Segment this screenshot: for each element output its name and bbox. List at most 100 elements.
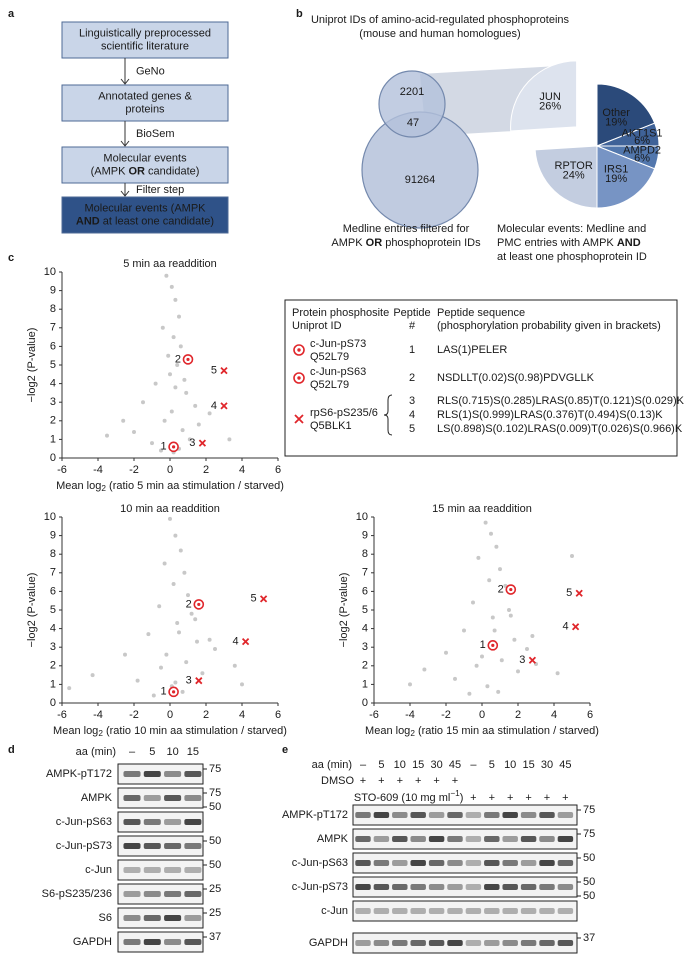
y-tick-label: 9 <box>50 530 56 542</box>
data-point <box>471 600 475 605</box>
band <box>184 843 202 849</box>
point-label: 1 <box>160 441 166 453</box>
treatment-label-part: STO-609 (10 mg ml <box>354 792 450 804</box>
y-tick-label: 4 <box>362 623 368 635</box>
x-tick-label: 6 <box>275 464 281 476</box>
y-tick-label: 7 <box>362 567 368 579</box>
band <box>143 819 161 825</box>
lane-label: 15 <box>187 746 199 758</box>
x-axis-label-part: 2 <box>410 729 415 738</box>
band <box>410 812 426 818</box>
band <box>123 843 141 849</box>
treatment-mark: + <box>433 775 439 787</box>
band <box>428 812 445 818</box>
band <box>465 908 482 914</box>
data-point <box>487 578 492 583</box>
point-label: 4 <box>562 621 568 633</box>
data-point <box>408 682 412 687</box>
data-point <box>189 611 194 616</box>
data-point <box>169 284 174 289</box>
data-point <box>200 671 205 676</box>
y-tick-label: 3 <box>362 641 368 653</box>
data-point <box>177 314 181 319</box>
data-point <box>160 325 165 330</box>
y-axis-label: −log2 (P-value) <box>26 573 38 648</box>
venn-caption: Medline entries filtered for <box>343 223 470 235</box>
treatment-label-part: ) <box>460 792 464 804</box>
x-axis-label-part: Mean log <box>56 480 101 492</box>
panel-label: d <box>8 744 15 756</box>
band <box>355 884 371 890</box>
data-point <box>195 639 199 644</box>
data-point <box>121 418 126 423</box>
target-center <box>509 587 513 592</box>
point-label: 3 <box>186 675 192 687</box>
y-tick-label: 6 <box>50 340 56 352</box>
data-point <box>132 429 136 434</box>
data-point <box>184 390 189 395</box>
x-tick-label: -6 <box>57 709 67 721</box>
band <box>355 836 371 842</box>
blot-row-label: GAPDH <box>309 937 348 949</box>
data-point <box>453 676 457 681</box>
band <box>484 836 500 842</box>
band <box>520 812 537 818</box>
band <box>520 836 537 842</box>
treatment-mark: + <box>489 792 495 804</box>
band <box>557 812 574 818</box>
data-point <box>422 667 427 672</box>
pie-value-label: 19% <box>605 116 627 128</box>
band <box>428 908 445 914</box>
band <box>502 860 518 866</box>
x-axis-label-part: 2 <box>101 484 106 493</box>
flow-box-text: (AMPK OR candidate) <box>91 165 200 177</box>
data-point <box>150 441 154 446</box>
band <box>539 860 555 866</box>
band <box>428 884 445 890</box>
treatment-mark: + <box>378 775 384 787</box>
target-center <box>172 690 176 694</box>
treatment-label: STO-609 (10 mg ml−1) <box>354 789 463 804</box>
lane-label: 10 <box>394 759 406 771</box>
y-tick-label: 10 <box>44 266 56 278</box>
band <box>520 940 537 946</box>
data-point <box>178 344 183 349</box>
x-tick-label: 4 <box>239 464 245 476</box>
data-point <box>227 437 232 442</box>
band <box>355 940 371 946</box>
y-tick-label: 1 <box>50 678 56 690</box>
lane-label: 5 <box>149 746 155 758</box>
band <box>164 891 182 897</box>
y-tick-label: 6 <box>362 585 368 597</box>
blot-row-label: AMPK-pT172 <box>46 768 112 780</box>
lane-label: – <box>470 759 477 771</box>
y-tick-label: 4 <box>50 623 56 635</box>
data-point <box>153 381 158 386</box>
panel-label: e <box>282 744 288 756</box>
x-tick-label: 2 <box>203 464 209 476</box>
brace <box>383 394 393 436</box>
data-point <box>90 673 95 678</box>
band <box>502 812 518 818</box>
x-axis-label-part: Mean log <box>53 725 98 737</box>
y-tick-label: 10 <box>356 511 368 523</box>
data-point <box>105 433 109 438</box>
band <box>123 915 141 921</box>
blot-header: aa (min) <box>76 746 116 758</box>
data-point <box>444 650 448 655</box>
band <box>428 940 445 946</box>
data-point <box>507 608 511 612</box>
point-label: 5 <box>566 587 572 599</box>
mw-label: 50 <box>583 852 595 864</box>
mw-label: 25 <box>209 907 221 919</box>
data-point <box>462 628 466 633</box>
lane-label: 15 <box>412 759 424 771</box>
treatment-mark: + <box>525 792 531 804</box>
band <box>392 884 408 890</box>
data-point <box>141 400 145 405</box>
band <box>392 836 408 842</box>
table-header: Uniprot ID <box>292 320 342 332</box>
pie-slice <box>596 83 656 147</box>
x-axis-label: Mean log2 (ratio 10 min aa stimulation /… <box>53 725 287 738</box>
